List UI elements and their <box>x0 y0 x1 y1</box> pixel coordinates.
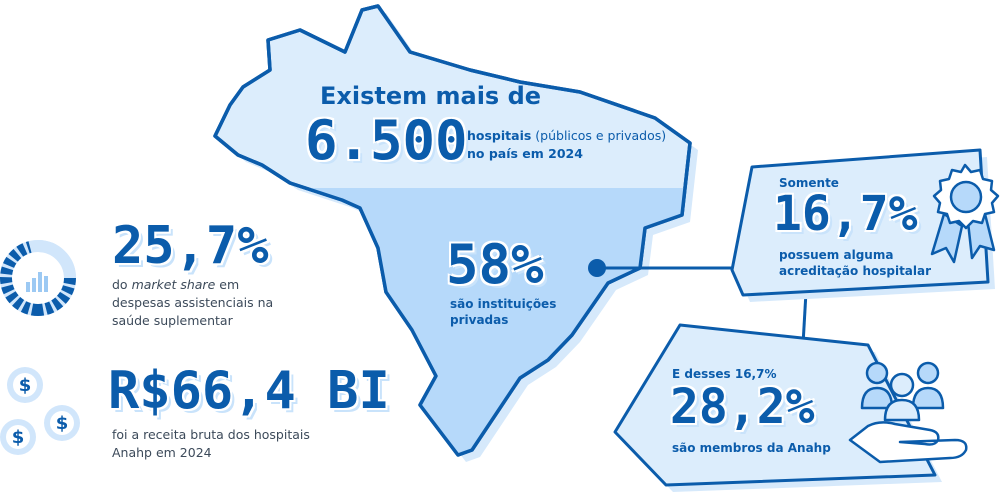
hospitals-intro: Existem mais de <box>320 82 542 110</box>
award-ribbon-icon <box>930 163 1000 264</box>
svg-text:$: $ <box>56 413 69 434</box>
private-value: 58% <box>446 233 544 296</box>
coins-icon: $ $ $ <box>0 367 80 455</box>
market-share-label-italic: market share <box>131 277 216 292</box>
revenue-label: foi a receita bruta dos hospitais Anahp … <box>112 426 310 462</box>
market-share-label-post: em <box>215 277 240 292</box>
accreditation-panel <box>730 148 990 297</box>
private-label-line1: são instituições <box>450 297 557 311</box>
market-share-label-line2: despesas assistenciais na <box>112 295 274 310</box>
accreditation-label-line1: possuem alguma <box>779 248 894 262</box>
connector-dot <box>588 259 606 277</box>
people-hand-icon <box>848 361 968 464</box>
market-share-label-pre: do <box>112 277 132 292</box>
accreditation-value: 16,7% <box>773 186 918 242</box>
hospitals-label-bold: hospitais <box>467 128 532 143</box>
accreditation-prefix: Somente <box>779 176 839 190</box>
market-share-label: do market share em despesas assistenciai… <box>112 276 273 330</box>
private-label-line2: privadas <box>450 313 509 327</box>
hospitals-label: hospitais (públicos e privados) no país … <box>467 127 666 163</box>
market-share-value: 25,7% <box>112 216 269 276</box>
anahp-value: 28,2% <box>670 379 815 435</box>
anahp-prefix: E desses 16,7% <box>672 367 777 381</box>
revenue-value: R$66,4 BI <box>108 361 390 421</box>
private-label: são instituições privadas <box>450 296 556 328</box>
hospitals-value: 6.500 <box>305 109 468 172</box>
hospitals-label-line2: no país em 2024 <box>467 146 583 161</box>
hospitals-label-rest: (públicos e privados) <box>531 128 667 143</box>
market-share-label-line3: saúde suplementar <box>112 313 233 328</box>
svg-text:$: $ <box>19 375 32 396</box>
accreditation-label: possuem alguma acreditação hospitalar <box>779 247 931 279</box>
revenue-label-line2: Anahp em 2024 <box>112 445 212 460</box>
revenue-label-line1: foi a receita bruta dos hospitais <box>112 427 310 442</box>
donut-chart-icon <box>0 240 76 316</box>
anahp-label: são membros da Anahp <box>672 441 831 455</box>
accreditation-label-line2: acreditação hospitalar <box>779 264 932 278</box>
svg-text:$: $ <box>12 427 25 448</box>
